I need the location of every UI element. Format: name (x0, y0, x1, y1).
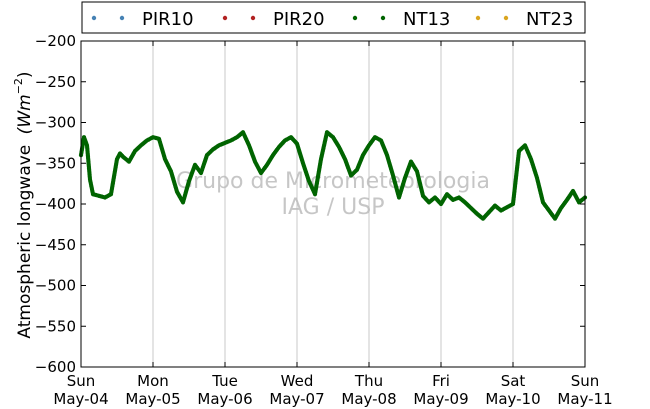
y-tick-label: −300 (35, 114, 76, 132)
legend-label-nt13: NT13 (403, 9, 450, 30)
legend-marker-nt23 (503, 15, 509, 21)
y-axis-label: Atmospheric longwave (Wm−2) (12, 71, 35, 338)
x-tick-label-date: May-06 (197, 390, 252, 408)
x-tick-label-day: Sun (571, 372, 600, 390)
x-tick-label-date: May-10 (485, 390, 540, 408)
y-tick-label: −550 (35, 317, 76, 335)
legend-label-pir10: PIR10 (142, 9, 194, 30)
x-tick-label-date: May-09 (413, 390, 468, 408)
legend-marker-pir20 (222, 15, 228, 21)
x-tick-label-date: May-05 (125, 390, 180, 408)
legend-box (81, 1, 586, 34)
y-tick-label: −200 (35, 32, 76, 50)
legend-marker-pir10 (91, 15, 97, 21)
x-tick-label-date: May-11 (557, 390, 612, 408)
y-tick-label: −500 (35, 277, 76, 295)
y-axis-label-unit: (Wm (15, 94, 35, 134)
legend-label-nt23: NT23 (526, 9, 573, 30)
plot-area (81, 41, 585, 367)
x-tick-label-day: Fri (432, 372, 450, 390)
y-axis: −200 −250 −300 −350 −400 −450 −500 −550 −600 (35, 32, 585, 376)
x-tick-label-day: Mon (137, 372, 169, 390)
y-tick-label: −250 (35, 73, 76, 91)
legend-marker-nt23 (475, 15, 481, 21)
x-tick-label-day: Sat (501, 372, 526, 390)
x-tick-label-day: Thu (354, 372, 383, 390)
x-tick-label-date: May-07 (269, 390, 324, 408)
x-axis: SunMay-04MonMay-05TueMay-06WedMay-07ThuM… (53, 41, 613, 408)
y-tick-label: −350 (35, 154, 76, 172)
legend-marker-nt13 (380, 15, 386, 21)
y-tick-label: −450 (35, 236, 76, 254)
y-axis-label-close: ) (15, 71, 35, 78)
legend: PIR10 PIR20 NT13 NT23 (81, 1, 586, 34)
legend-label-pir20: PIR20 (273, 9, 325, 30)
watermark-line-1: Grupo de Micrometeorologia (176, 169, 490, 194)
y-tick-label: −600 (35, 358, 76, 376)
x-tick-label-day: Tue (211, 372, 238, 390)
x-tick-label-date: May-08 (341, 390, 396, 408)
legend-marker-pir20 (250, 15, 256, 21)
legend-marker-nt13 (352, 15, 358, 21)
y-axis-label-text: Atmospheric longwave (15, 145, 35, 339)
legend-marker-pir10 (119, 15, 125, 21)
watermark-line-2: IAG / USP (282, 195, 385, 220)
y-tick-label: −400 (35, 195, 76, 213)
x-tick-label-day: Sun (67, 372, 96, 390)
x-tick-label-day: Wed (281, 372, 314, 390)
y-axis-label-exponent: −2 (12, 78, 25, 94)
x-tick-label-date: May-04 (53, 390, 108, 408)
